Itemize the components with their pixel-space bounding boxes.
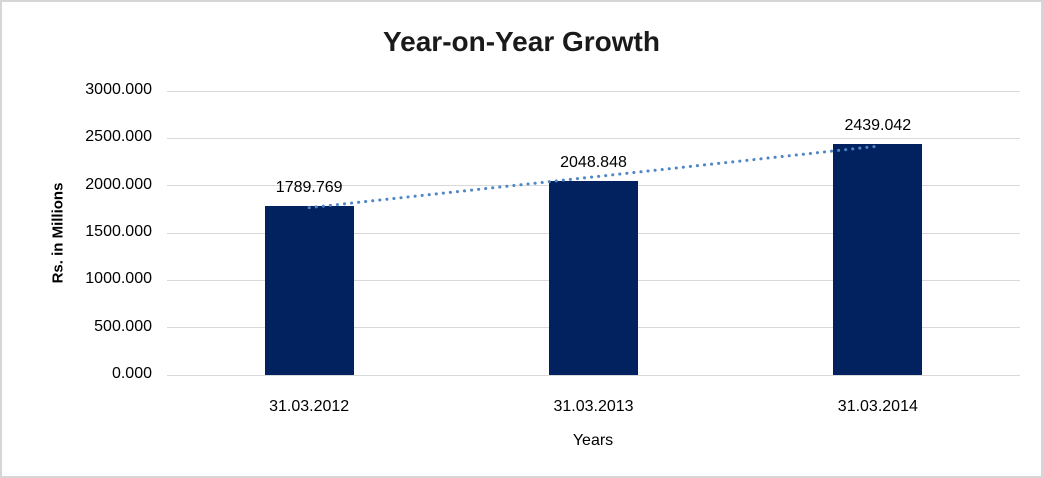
x-tick-label: 31.03.2014	[837, 398, 918, 415]
chart-title: Year-on-Year Growth	[383, 26, 660, 57]
bar-data-label: 1789.769	[275, 178, 343, 196]
x-axis-title: Years	[572, 432, 614, 449]
bar-data-label: 2048.848	[560, 154, 627, 172]
y-tick-label: 2000.000	[85, 175, 152, 193]
y-tick-label: 1500.000	[85, 223, 152, 240]
y-tick-label: 0.000	[111, 365, 152, 382]
bar	[264, 205, 354, 375]
x-tick-label: 31.03.2012	[269, 398, 350, 415]
x-tick-label: 31.03.2013	[553, 398, 634, 415]
bar	[549, 181, 638, 375]
bar	[833, 144, 923, 375]
y-tick-label: 2500.000	[85, 128, 152, 146]
gridline	[167, 137, 1020, 139]
y-tick-label: 1000.000	[85, 270, 152, 288]
gridline	[167, 374, 1020, 376]
gridline	[167, 90, 1020, 92]
bar-data-label: 2439.042	[844, 117, 912, 135]
y-tick-label: 500.000	[94, 317, 152, 335]
y-tick-label: 3000.000	[85, 81, 152, 98]
